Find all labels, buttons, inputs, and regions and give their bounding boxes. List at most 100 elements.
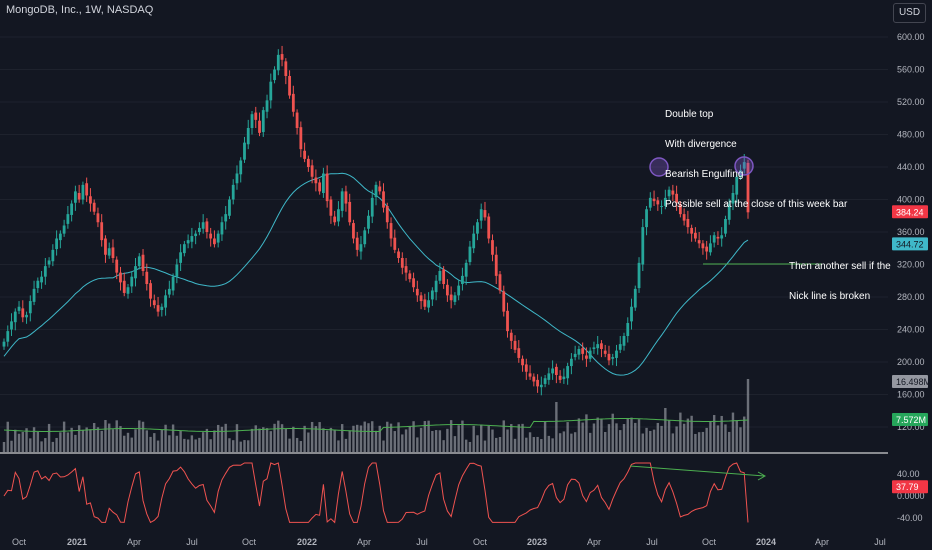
candle-body bbox=[318, 182, 322, 192]
candle bbox=[254, 106, 258, 128]
volume-bar bbox=[280, 424, 284, 452]
candle bbox=[506, 302, 509, 338]
volume-bar bbox=[183, 438, 186, 452]
double-top-circle-1 bbox=[649, 157, 669, 177]
candle bbox=[630, 298, 633, 330]
volume-bar bbox=[175, 435, 179, 452]
volume-bar bbox=[333, 429, 336, 452]
volume-bar bbox=[581, 422, 584, 452]
volume-bar bbox=[108, 423, 111, 452]
volume-bar bbox=[600, 419, 603, 452]
volume-bar bbox=[483, 440, 487, 452]
candle bbox=[521, 355, 524, 372]
candlestick-series bbox=[2, 45, 750, 396]
volume-bar bbox=[134, 429, 137, 452]
volume-bar bbox=[555, 402, 558, 452]
price-tick-label: 320.00 bbox=[897, 260, 925, 270]
candle-body bbox=[509, 332, 513, 341]
candle-body bbox=[284, 61, 288, 76]
candle bbox=[607, 345, 611, 366]
candle-body bbox=[494, 254, 498, 276]
volume-bar bbox=[55, 437, 58, 452]
annotation-double-top[interactable]: Double top With divergence Bearish Engul… bbox=[665, 90, 847, 220]
candle-body bbox=[479, 209, 483, 221]
candle-body bbox=[513, 340, 517, 350]
volume-bar bbox=[506, 429, 509, 452]
candle bbox=[239, 157, 243, 183]
candle bbox=[370, 189, 374, 224]
volume-bar bbox=[502, 420, 505, 452]
volume-bar bbox=[690, 415, 693, 452]
candle-body bbox=[445, 284, 449, 296]
candle-body bbox=[224, 214, 228, 222]
time-tick-label: Apr bbox=[357, 537, 371, 547]
candle bbox=[686, 210, 690, 234]
candle bbox=[724, 215, 727, 237]
candle bbox=[502, 285, 506, 317]
candle bbox=[547, 367, 551, 385]
candle-body bbox=[693, 232, 697, 239]
candle-body bbox=[47, 260, 51, 265]
candle-body bbox=[119, 272, 122, 283]
candle-body bbox=[55, 238, 59, 250]
candle bbox=[352, 219, 355, 244]
candle-body bbox=[10, 321, 13, 330]
candle bbox=[96, 207, 100, 228]
candle bbox=[573, 345, 577, 361]
candle-body bbox=[569, 358, 573, 367]
candle bbox=[727, 198, 731, 225]
candle-body bbox=[239, 160, 243, 175]
candle bbox=[438, 262, 442, 284]
candle-body bbox=[611, 357, 615, 359]
candle bbox=[130, 271, 134, 293]
candle bbox=[539, 376, 543, 396]
candle bbox=[333, 210, 337, 226]
candle bbox=[40, 271, 43, 289]
candle-body bbox=[85, 183, 89, 196]
volume-bar bbox=[682, 423, 686, 452]
volume-bar bbox=[604, 431, 607, 452]
price-tick-label: 360.00 bbox=[897, 227, 925, 237]
candle bbox=[122, 272, 126, 297]
volume-bar bbox=[92, 422, 96, 452]
volume-bar bbox=[532, 437, 536, 452]
price-tick-label: 240.00 bbox=[897, 325, 925, 335]
candle-body bbox=[107, 248, 111, 256]
volume-bar bbox=[171, 424, 175, 452]
candle bbox=[453, 292, 457, 306]
annotation-line: With divergence bbox=[665, 139, 737, 150]
candle-body bbox=[194, 233, 198, 237]
volume-bar bbox=[213, 430, 216, 452]
candle bbox=[656, 197, 660, 211]
candle bbox=[449, 286, 453, 309]
candle bbox=[250, 110, 254, 135]
candle bbox=[569, 353, 573, 375]
volume-bar bbox=[596, 417, 599, 452]
candle-body bbox=[6, 331, 10, 342]
candle bbox=[280, 45, 284, 67]
volume-bar bbox=[619, 430, 622, 452]
volume-bar bbox=[521, 423, 524, 452]
candle bbox=[592, 341, 596, 354]
candle-body bbox=[134, 266, 137, 279]
candle bbox=[235, 165, 239, 190]
candle bbox=[693, 227, 697, 242]
candle bbox=[306, 155, 310, 172]
candle-body bbox=[205, 221, 209, 232]
annotation-neckline[interactable]: Then another sell if the Nick line is br… bbox=[789, 242, 891, 312]
candle bbox=[197, 222, 201, 236]
candle-body bbox=[607, 353, 611, 361]
candle bbox=[77, 184, 81, 203]
volume-bar bbox=[397, 422, 400, 452]
volume-bar bbox=[329, 427, 333, 452]
candle bbox=[318, 179, 322, 195]
candle bbox=[17, 301, 21, 315]
candle bbox=[310, 159, 314, 184]
volume-bar bbox=[62, 421, 66, 452]
candle-body bbox=[554, 366, 558, 375]
candle bbox=[325, 165, 329, 208]
volume-bar bbox=[720, 415, 723, 452]
candle bbox=[100, 214, 104, 247]
currency-button[interactable]: USD bbox=[893, 3, 926, 23]
